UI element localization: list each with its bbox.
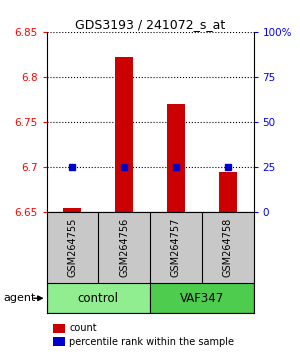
Text: agent: agent	[3, 293, 35, 303]
Bar	[219, 172, 237, 212]
Text: GSM264758: GSM264758	[223, 218, 232, 278]
Text: count: count	[69, 323, 97, 333]
Text: percentile rank within the sample: percentile rank within the sample	[69, 337, 234, 347]
Text: VAF347: VAF347	[180, 292, 224, 305]
Text: GSM264757: GSM264757	[171, 218, 181, 278]
Bar	[150, 283, 254, 313]
Text: control: control	[78, 292, 119, 305]
Text: GSM264756: GSM264756	[119, 218, 129, 278]
Bar	[115, 57, 133, 212]
Bar	[46, 283, 150, 313]
Text: GSM264755: GSM264755	[68, 218, 77, 278]
Bar	[63, 208, 81, 212]
Bar	[167, 104, 185, 212]
Title: GDS3193 / 241072_s_at: GDS3193 / 241072_s_at	[75, 18, 225, 31]
